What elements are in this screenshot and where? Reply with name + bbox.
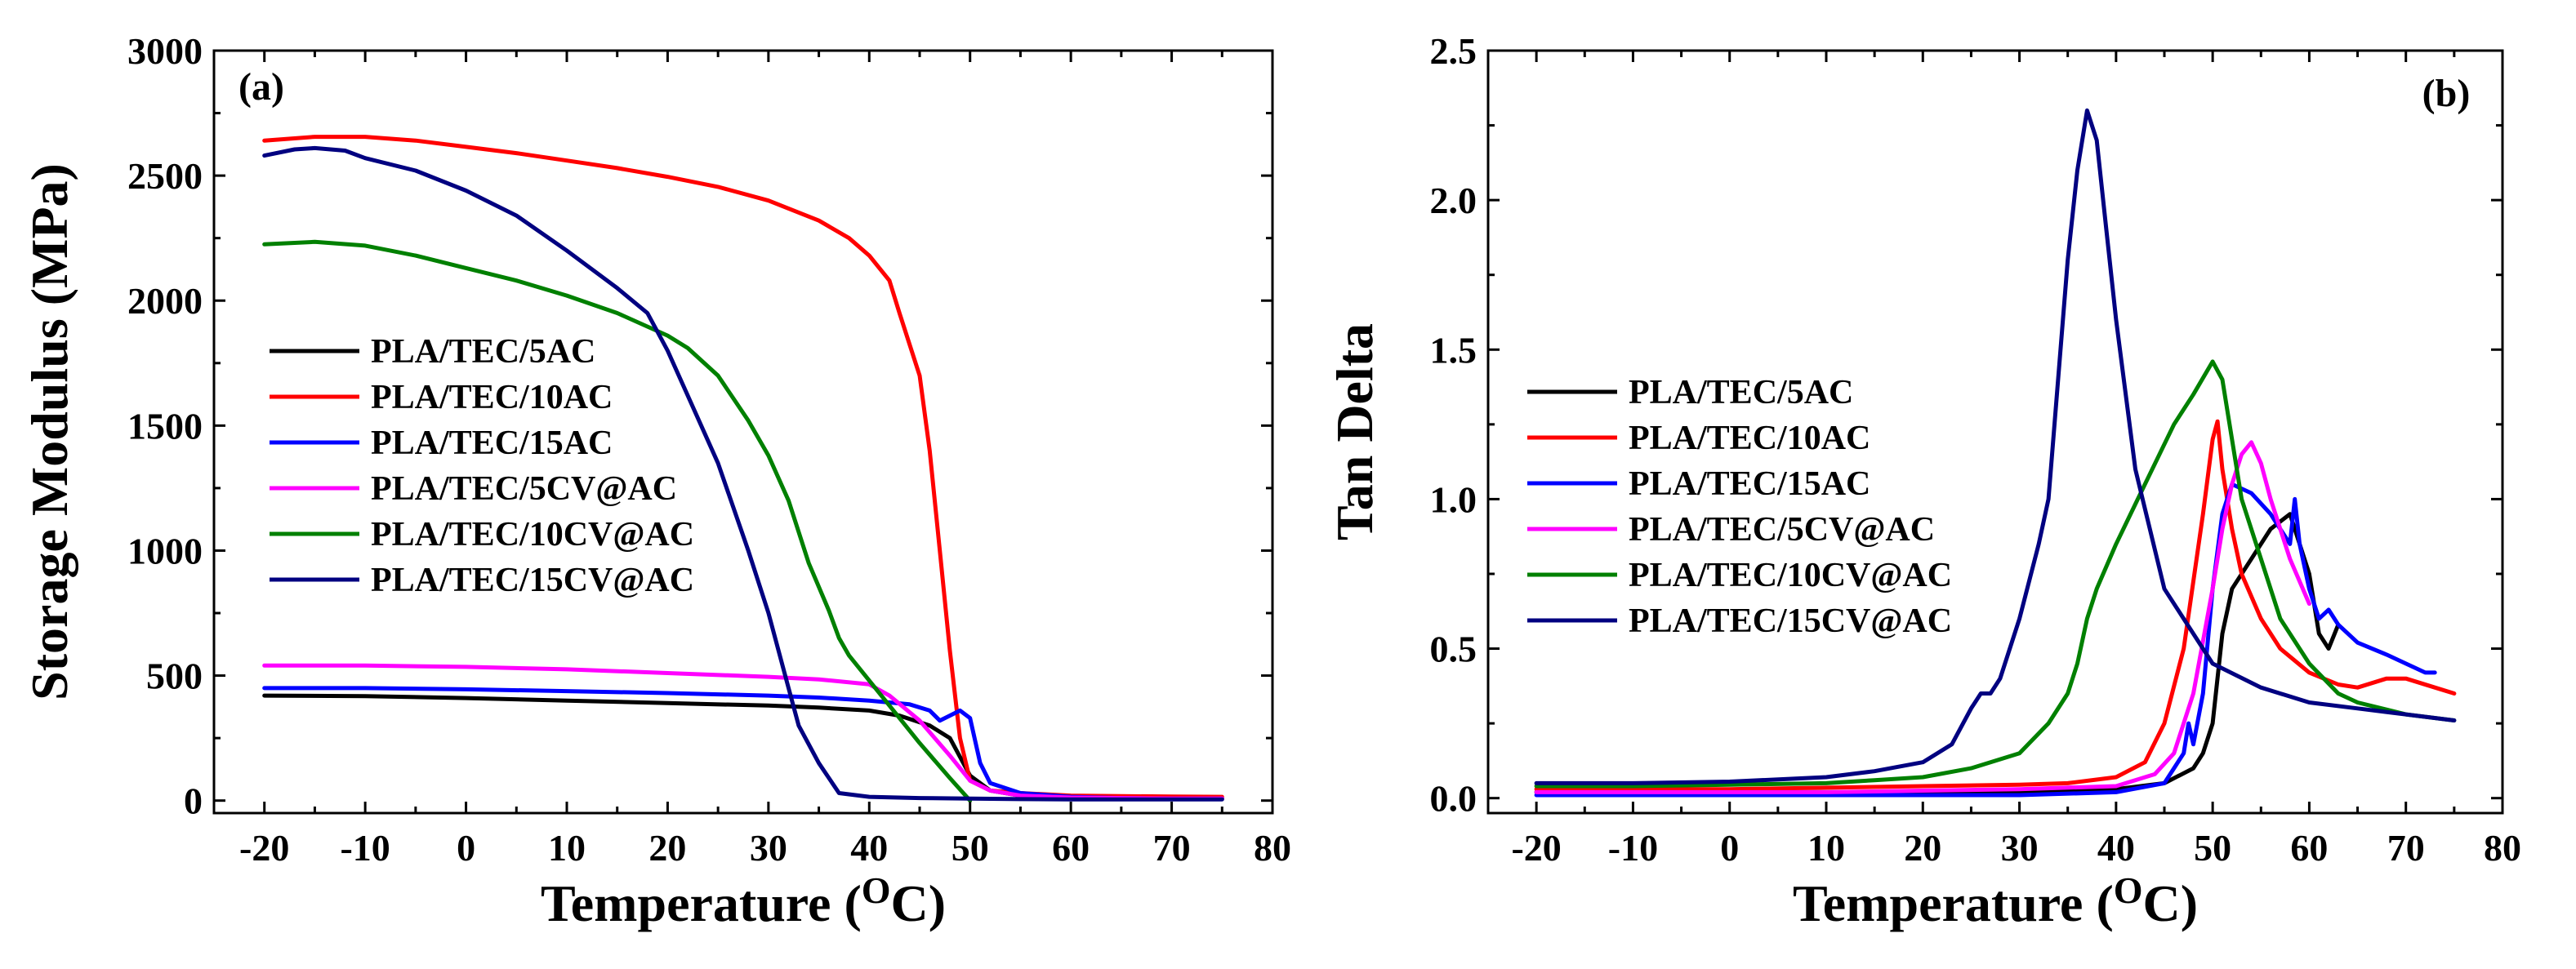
y-tick-label: 1000 [127, 530, 203, 571]
y-tick-label: 2500 [127, 155, 203, 197]
legend-label: PLA/TEC/10AC [371, 379, 613, 416]
y-tick-label: 1.0 [1430, 478, 1477, 520]
x-axis-title-main: Temperature ( [1793, 874, 2114, 932]
series-line [1534, 359, 2457, 789]
series-line [262, 693, 1224, 801]
series-line [262, 663, 1224, 801]
legend: PLA/TEC/5AC PLA/TEC/10AC PLA/TEC/15AC PLA/T… [270, 333, 694, 599]
y-axis-title: Storage Modulus (MPa) [20, 163, 78, 700]
x-tick-label: 70 [2387, 827, 2425, 869]
series-line [262, 145, 1224, 802]
legend-label: PLA/TEC/10AC [1629, 420, 1870, 457]
y-tick-label: 0 [184, 780, 203, 822]
x-axis-title-end: C) [2143, 874, 2199, 932]
x-tick-label: 70 [1153, 827, 1191, 869]
legend-label: PLA/TEC/15CV@AC [371, 562, 694, 599]
x-tick-label: 0 [457, 827, 475, 869]
x-tick-label: 20 [1904, 827, 1941, 869]
x-tick-label: -20 [239, 827, 289, 869]
x-tick-label: 30 [2001, 827, 2039, 869]
x-tick-label: -20 [1511, 827, 1561, 869]
series-line [1534, 108, 2457, 785]
panel-b: -20 -10 0 10 20 30 40 50 60 70 80 0.0 0.5 1.0 1.5 2.0 2.… [1326, 30, 2521, 932]
series-line [262, 239, 973, 803]
x-tick-label: 80 [2484, 827, 2521, 869]
x-tick-label: 80 [1254, 827, 1291, 869]
y-tick-label: 0.0 [1430, 778, 1477, 820]
plot-frame [212, 49, 1274, 815]
panel-label: (a) [238, 65, 284, 109]
x-tick-label: 10 [548, 827, 586, 869]
x-axis-title-end: C) [891, 874, 947, 932]
y-tick-label: 2000 [127, 280, 203, 322]
x-axis-title: Temperature (OC) [1793, 869, 2198, 932]
y-tick-label: 1.5 [1430, 329, 1477, 371]
legend-label: PLA/TEC/15AC [1629, 465, 1870, 503]
series-line [1534, 419, 2457, 792]
y-tick-label: 0.5 [1430, 629, 1477, 670]
y-tick-label: 1500 [127, 405, 203, 447]
legend-label: PLA/TEC/10CV@AC [1629, 557, 1952, 594]
x-tick-label: 30 [750, 827, 787, 869]
y-tick-label: 2.0 [1430, 180, 1477, 221]
panel-a: -20 -10 0 10 20 30 40 50 60 70 80 0 500 1000 1500 2000 2… [20, 30, 1291, 932]
x-axis-title-sup: O [862, 869, 891, 911]
x-axis-title-sup: O [2114, 869, 2143, 911]
legend-label: PLA/TEC/10CV@AC [371, 516, 694, 553]
legend-label: PLA/TEC/5CV@AC [1629, 511, 1935, 549]
y-tick-label: 500 [146, 656, 203, 697]
legend-label: PLA/TEC/5AC [1629, 374, 1853, 411]
legend-label: PLA/TEC/5AC [371, 333, 595, 371]
x-tick-label: 60 [1052, 827, 1090, 869]
x-tick-label: 20 [648, 827, 686, 869]
x-tick-label: 50 [952, 827, 989, 869]
x-tick-label: 40 [2097, 827, 2135, 869]
x-tick-label: 50 [2194, 827, 2231, 869]
x-tick-label: -10 [1608, 827, 1658, 869]
y-axis-title: Tan Delta [1326, 323, 1384, 540]
x-axis-title-main: Temperature ( [541, 874, 862, 932]
series-line [1534, 440, 2311, 794]
x-tick-label: 0 [1720, 827, 1739, 869]
x-axis-title: Temperature (OC) [541, 869, 946, 932]
x-tick-label: 40 [850, 827, 888, 869]
legend-label: PLA/TEC/15CV@AC [1629, 602, 1952, 640]
x-tick-label: -10 [340, 827, 390, 869]
legend-label: PLA/TEC/5CV@AC [371, 470, 677, 508]
x-tick-label: 60 [2290, 827, 2328, 869]
y-tick-label: 3000 [127, 30, 203, 72]
x-tick-label: 10 [1807, 827, 1845, 869]
plot-frame [1486, 49, 2504, 815]
y-tick-label: 2.5 [1430, 30, 1477, 72]
panel-label: (b) [2422, 72, 2471, 115]
legend: PLA/TEC/5AC PLA/TEC/10AC PLA/TEC/15AC PLA/T… [1527, 374, 1952, 640]
legend-label: PLA/TEC/15AC [371, 424, 613, 462]
